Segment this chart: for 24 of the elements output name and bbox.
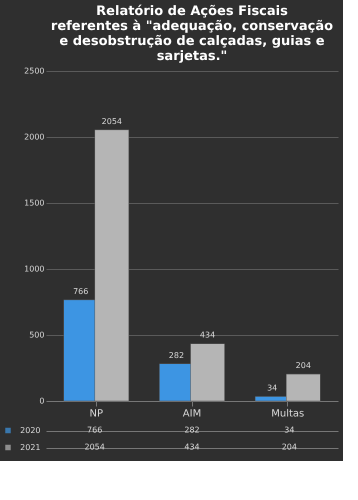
y-tick-label: 0 bbox=[39, 396, 44, 406]
text: 282 bbox=[168, 350, 184, 360]
x-tick-label: AIM bbox=[182, 408, 202, 420]
y-tick-label: 1000 bbox=[24, 264, 44, 274]
data-label: 34 bbox=[284, 426, 294, 434]
data-label: 2054 bbox=[84, 442, 105, 452]
chart-title: Relatório de Ações Fiscais referentes à "adequação, conservação e desobstrução de calçadas, guias e sarjetas." bbox=[50, 4, 334, 64]
y-tick-label: 2500 bbox=[24, 66, 44, 76]
text: 2054 bbox=[102, 116, 122, 126]
x-tick-label: Multas bbox=[271, 408, 304, 420]
data-label: 204 bbox=[282, 442, 297, 452]
text: 204 bbox=[296, 361, 311, 370]
data-label: 766 bbox=[87, 426, 102, 434]
data-label: 434 bbox=[184, 442, 200, 452]
legend-label: 2021 bbox=[20, 443, 40, 452]
y-tick-label: 1500 bbox=[24, 198, 44, 208]
x-tick-label: NP bbox=[90, 408, 104, 420]
text: 766 bbox=[73, 286, 88, 296]
data-label: 282 bbox=[184, 426, 200, 434]
y-tick-label: 2000 bbox=[24, 132, 44, 142]
text: 434 bbox=[200, 330, 216, 340]
legend-label: 2020 bbox=[20, 426, 40, 435]
y-tick-label: 500 bbox=[29, 330, 44, 340]
text: 34 bbox=[267, 384, 278, 393]
